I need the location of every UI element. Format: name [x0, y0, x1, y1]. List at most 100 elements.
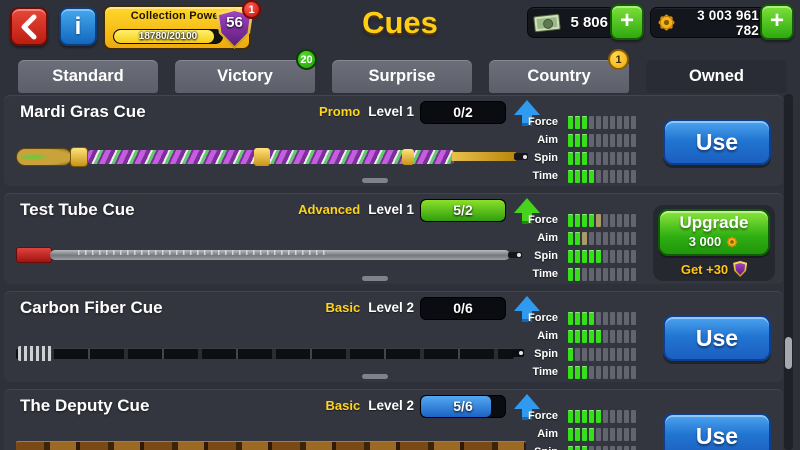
cue-rarity: Basic [325, 300, 361, 315]
stat-label: Spin [534, 250, 558, 262]
player-level: 56 [226, 14, 243, 31]
collection-power-progress-text: 18780/20100 [138, 31, 198, 42]
cue-progress-pill: 5/2 [420, 199, 506, 222]
stat-bar [568, 365, 636, 379]
stat-bar [568, 347, 636, 361]
upgrade-arrow-icon [514, 198, 540, 226]
stat-label: Spin [534, 152, 558, 164]
info-icon: i [74, 12, 82, 40]
tab-victory[interactable]: Victory [175, 60, 315, 93]
coin-counter: 3 003 961 782 [650, 7, 766, 38]
coin-amount: 3 003 961 782 [697, 7, 759, 38]
cue-level: Level 2 [368, 398, 414, 413]
stat-label: Force [528, 410, 558, 422]
chevron-left-icon [21, 14, 37, 39]
stat-bar [568, 329, 636, 343]
cue-image [16, 343, 532, 363]
stat-bar [568, 445, 636, 450]
cue-image [16, 147, 532, 167]
cue-image [16, 245, 532, 265]
stat-label: Time [532, 366, 558, 378]
stat-bar [568, 151, 636, 165]
upgrade-button[interactable]: Upgrade 3 000 [658, 209, 770, 256]
cue-rarity: Basic [325, 398, 361, 413]
cue-progress-text: 5/2 [453, 202, 473, 218]
stat-label: Aim [537, 232, 558, 244]
stat-bar [568, 311, 636, 325]
stat-bar [568, 409, 636, 423]
info-button[interactable]: i [59, 7, 97, 46]
collection-power-fill [114, 30, 215, 43]
upgrade-arrow-icon [514, 100, 540, 128]
cue-progress-pill: 0/2 [420, 101, 506, 124]
cue-progress-pill: 5/6 [420, 395, 506, 418]
drag-handle [362, 276, 388, 281]
scrollbar-track [784, 94, 793, 450]
coin-icon [726, 236, 738, 247]
stat-bar [568, 169, 636, 183]
upgrade-arrow-icon [514, 394, 540, 422]
cue-rarity: Promo [319, 104, 361, 119]
stat-bar [568, 133, 636, 147]
drag-handle [362, 178, 388, 183]
cue-name: Carbon Fiber Cue [20, 298, 163, 317]
stat-bar [568, 115, 636, 129]
upgrade-cost: 3 000 [688, 234, 722, 249]
stat-label: Aim [537, 428, 558, 440]
cue-card-the-deputy[interactable]: The Deputy Cue Basic Level 2 5/6 Force Ai… [4, 389, 783, 450]
pill-fill [421, 200, 505, 221]
upgrade-bonus: Get +30 [680, 261, 729, 277]
pill-fill [421, 396, 491, 417]
add-coins-button[interactable]: + [760, 4, 794, 40]
cash-amount: 5 806 [570, 14, 608, 31]
cue-name: Test Tube Cue [20, 200, 135, 219]
cash-icon [533, 13, 561, 32]
victory-count-badge: 20 [296, 49, 317, 70]
cue-card-carbon-fiber[interactable]: Carbon Fiber Cue Basic Level 2 0/6 Force… [4, 291, 783, 382]
upgrade-label: Upgrade [679, 213, 749, 232]
stat-label: Time [532, 170, 558, 182]
collection-power-label: Collection Power [130, 10, 224, 22]
cue-card-mardi-gras[interactable]: Mardi Gras Cue Promo Level 1 0/2 Force Ai… [4, 95, 783, 186]
tab-surprise[interactable]: Surprise [332, 60, 472, 93]
cash-counter: 5 806 [527, 7, 615, 38]
shield-icon [733, 261, 748, 277]
cue-name: The Deputy Cue [20, 396, 150, 415]
stat-bar [568, 267, 636, 281]
stat-label: Spin [534, 348, 558, 360]
use-button[interactable]: Use [663, 119, 771, 165]
stat-label: Aim [537, 134, 558, 146]
cue-progress-text: 5/6 [453, 398, 473, 414]
cue-rarity: Advanced [298, 202, 361, 217]
tab-country[interactable]: Country [489, 60, 629, 93]
add-cash-button[interactable]: + [610, 4, 644, 40]
cue-image [16, 437, 532, 450]
cue-progress-pill: 0/6 [420, 297, 506, 320]
stat-label: Aim [537, 330, 558, 342]
tab-standard[interactable]: Standard [18, 60, 158, 93]
stat-label: Spin [504, 446, 568, 450]
cue-progress-text: 0/6 [453, 300, 473, 316]
upgrade-arrow-icon [514, 296, 540, 324]
drag-handle [362, 374, 388, 379]
cue-level: Level 1 [368, 202, 414, 217]
coin-icon [658, 14, 675, 31]
notification-badge: 1 [242, 0, 261, 19]
tab-owned[interactable]: Owned [646, 60, 787, 93]
cue-card-test-tube[interactable]: Test Tube Cue Advanced Level 1 5/2 Force… [4, 193, 783, 284]
cue-name: Mardi Gras Cue [20, 102, 146, 121]
cue-level: Level 2 [368, 300, 414, 315]
stat-label: Time [532, 268, 558, 280]
back-button[interactable] [10, 7, 48, 46]
use-button[interactable]: Use [663, 413, 771, 450]
scrollbar-thumb[interactable] [785, 337, 792, 369]
stat-bar [568, 249, 636, 263]
stat-bar [568, 427, 636, 441]
stat-bar [568, 231, 636, 245]
use-button[interactable]: Use [663, 315, 771, 361]
